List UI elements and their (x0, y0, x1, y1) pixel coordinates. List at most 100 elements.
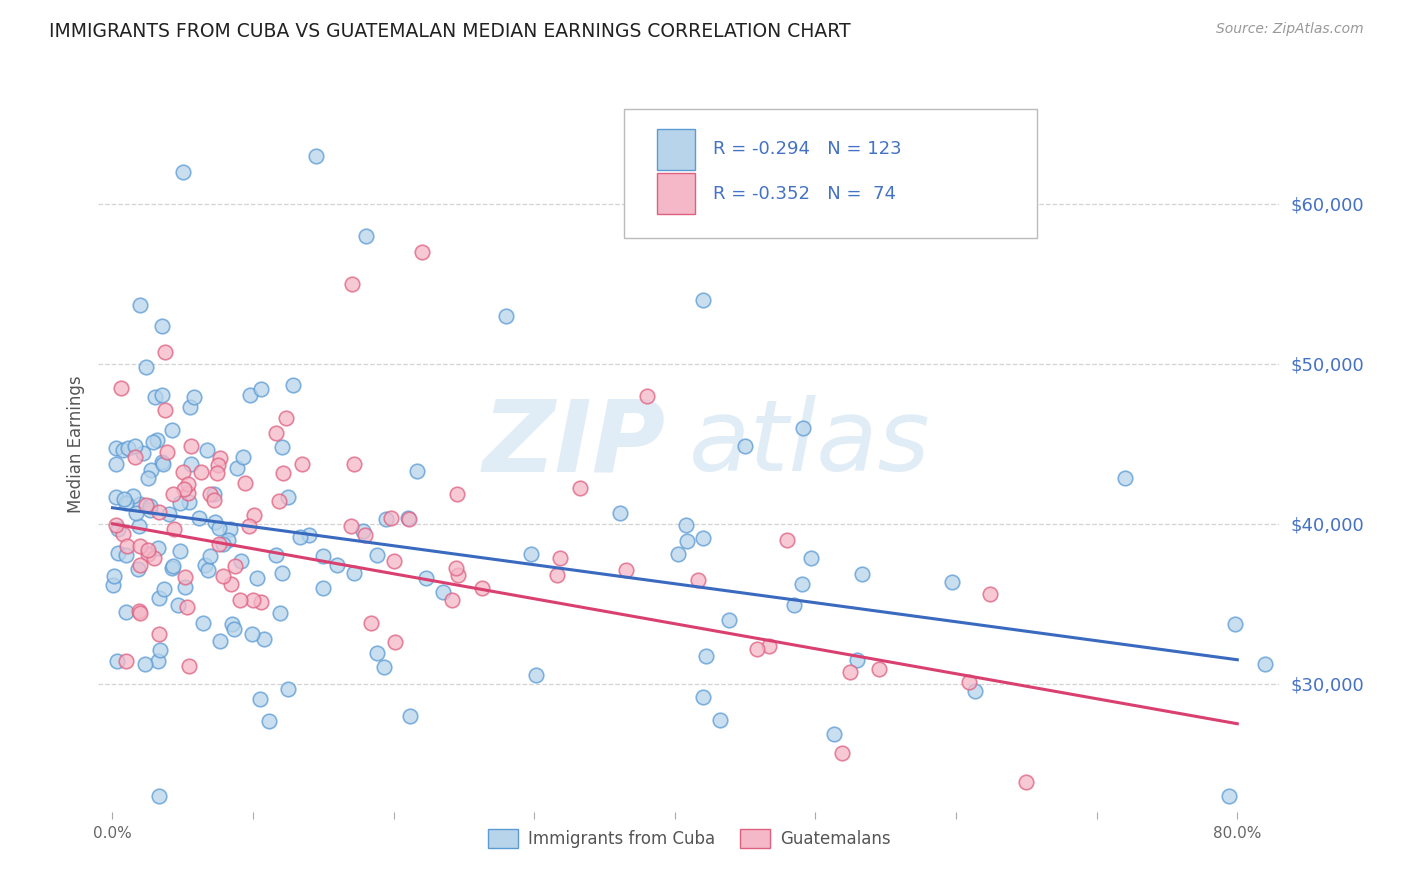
Point (568, 481, 591, 495)
Point (229, 554, 252, 568)
Point (675, 517, 697, 532)
Point (173, 569, 195, 583)
Point (524, 668, 547, 682)
Point (183, 390, 205, 404)
Point (446, 487, 468, 501)
Point (232, 450, 254, 464)
Point (197, 443, 219, 458)
Point (129, 558, 152, 572)
Point (202, 487, 225, 501)
Point (180, 439, 202, 453)
Point (136, 543, 159, 558)
Point (343, 458, 366, 472)
Point (129, 607, 152, 621)
Point (187, 510, 209, 524)
Point (800, 550, 823, 565)
Bar (657, 173, 695, 214)
Point (208, 520, 231, 534)
Point (127, 562, 149, 576)
Point (148, 627, 170, 641)
Point (288, 530, 311, 544)
Point (176, 599, 198, 614)
Point (717, 613, 740, 627)
Point (177, 658, 200, 673)
Point (172, 165, 194, 179)
Point (212, 569, 235, 583)
Point (162, 486, 184, 500)
Point (692, 531, 714, 545)
Point (146, 655, 169, 669)
Point (129, 539, 152, 553)
Point (114, 605, 136, 619)
Point (211, 536, 233, 550)
Point (101, 578, 124, 592)
Y-axis label: Median Earnings: Median Earnings (67, 375, 86, 513)
Point (152, 457, 174, 471)
Point (146, 434, 169, 448)
Point (257, 714, 280, 729)
Point (312, 549, 335, 563)
Point (114, 548, 136, 562)
Point (208, 537, 231, 551)
Point (851, 566, 873, 581)
Point (136, 471, 159, 485)
Point (846, 652, 869, 666)
Point (177, 486, 200, 500)
Point (396, 511, 419, 525)
Point (148, 504, 170, 518)
Point (965, 683, 987, 698)
Text: R = -0.352   N =  74: R = -0.352 N = 74 (713, 185, 896, 202)
Point (148, 591, 170, 606)
Point (868, 662, 890, 676)
Point (471, 581, 494, 595)
Point (124, 450, 146, 464)
Point (198, 549, 221, 563)
Point (143, 550, 166, 565)
Point (415, 571, 437, 585)
Point (269, 494, 291, 508)
Legend: Immigrants from Cuba, Guatemalans: Immigrants from Cuba, Guatemalans (481, 822, 897, 855)
Point (149, 643, 172, 657)
Point (179, 400, 201, 414)
Point (1015, 774, 1038, 789)
Point (312, 581, 335, 595)
Point (249, 382, 271, 396)
Point (222, 622, 245, 636)
Point (117, 441, 139, 455)
Point (411, 244, 433, 259)
Point (112, 492, 135, 507)
Point (141, 463, 163, 477)
Point (104, 490, 127, 504)
Point (128, 519, 150, 533)
Point (219, 522, 242, 536)
Point (110, 381, 132, 395)
Point (169, 496, 191, 510)
Point (204, 516, 226, 530)
Point (823, 727, 845, 741)
Point (270, 566, 292, 580)
Point (1254, 657, 1277, 672)
Point (264, 426, 287, 441)
Point (115, 540, 138, 554)
Point (979, 586, 1001, 600)
Point (790, 577, 813, 591)
Point (1223, 617, 1246, 632)
Point (202, 492, 225, 507)
Point (374, 512, 396, 526)
Point (747, 641, 769, 656)
Point (128, 603, 150, 617)
Point (783, 598, 806, 612)
Point (205, 467, 228, 481)
Point (115, 496, 138, 510)
Point (153, 345, 176, 359)
Point (150, 319, 173, 334)
Point (495, 309, 517, 323)
Point (264, 549, 287, 563)
Point (277, 490, 299, 504)
Point (124, 439, 146, 453)
Point (139, 503, 162, 517)
Point (191, 616, 214, 631)
Point (107, 546, 129, 560)
Point (162, 558, 184, 573)
Point (143, 390, 166, 404)
